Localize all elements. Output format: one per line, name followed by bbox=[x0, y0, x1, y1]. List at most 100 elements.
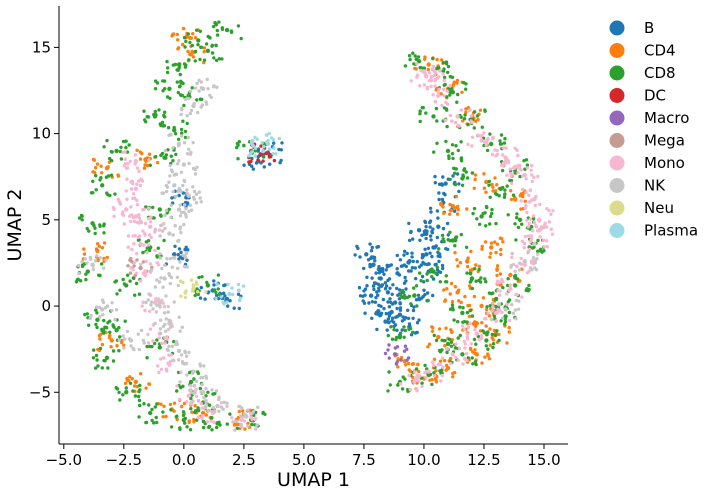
point-b bbox=[428, 219, 433, 223]
point-b bbox=[177, 247, 182, 251]
point-cd8 bbox=[114, 386, 118, 390]
point-nk bbox=[191, 185, 195, 189]
point-cd4 bbox=[465, 264, 470, 269]
point-mono bbox=[508, 167, 512, 171]
point-mono bbox=[157, 263, 161, 267]
point-cd8 bbox=[131, 276, 136, 280]
point-cd8 bbox=[441, 61, 446, 65]
point-dc bbox=[258, 152, 263, 157]
point-cd8 bbox=[117, 390, 121, 395]
point-nk bbox=[199, 376, 203, 380]
point-b bbox=[353, 253, 357, 257]
point-cd4 bbox=[472, 294, 477, 299]
point-b bbox=[363, 293, 367, 297]
point-b bbox=[436, 224, 441, 229]
point-mono bbox=[137, 216, 142, 220]
point-cd8 bbox=[148, 410, 153, 416]
point-cd4 bbox=[438, 359, 443, 363]
point-cd8 bbox=[518, 174, 522, 179]
point-cd8 bbox=[445, 95, 449, 99]
point-cd4 bbox=[521, 191, 525, 196]
point-cd8 bbox=[418, 271, 422, 275]
point-mono bbox=[551, 209, 555, 213]
point-nk bbox=[176, 348, 182, 354]
point-cd4 bbox=[484, 324, 488, 328]
point-mono bbox=[156, 364, 160, 368]
point-cd8 bbox=[402, 335, 406, 339]
legend-label: Mega bbox=[644, 132, 685, 150]
point-mono bbox=[142, 243, 146, 247]
point-cd4 bbox=[455, 212, 460, 216]
point-cd8 bbox=[485, 205, 489, 210]
point-cd4 bbox=[191, 55, 196, 59]
point-mono bbox=[166, 304, 170, 309]
point-b bbox=[390, 292, 394, 296]
point-cd8 bbox=[144, 205, 148, 209]
point-mono bbox=[509, 174, 513, 178]
point-cd8 bbox=[418, 112, 422, 116]
point-mono bbox=[522, 241, 527, 246]
point-nk bbox=[168, 281, 172, 286]
point-cd8 bbox=[200, 275, 204, 279]
point-nk bbox=[490, 308, 495, 313]
point-cd4 bbox=[487, 357, 492, 361]
point-b bbox=[372, 287, 376, 292]
point-cd8 bbox=[431, 56, 435, 61]
point-b bbox=[407, 269, 411, 273]
point-cd4 bbox=[464, 110, 468, 115]
point-cd8 bbox=[536, 238, 540, 243]
point-b bbox=[222, 291, 226, 295]
point-nk bbox=[98, 256, 103, 260]
point-cd4 bbox=[444, 326, 448, 330]
point-nk bbox=[231, 420, 235, 424]
point-cd4 bbox=[170, 34, 174, 38]
point-mono bbox=[465, 335, 469, 339]
point-mono bbox=[501, 153, 505, 157]
point-neu bbox=[194, 280, 198, 284]
point-nk bbox=[83, 257, 88, 261]
point-mono bbox=[153, 248, 157, 253]
point-mono bbox=[536, 174, 540, 179]
point-mono bbox=[459, 108, 463, 112]
point-cd8 bbox=[185, 425, 189, 429]
point-nk bbox=[162, 311, 167, 315]
point-cd8 bbox=[84, 272, 88, 276]
point-cd8 bbox=[199, 45, 204, 49]
point-b bbox=[268, 162, 272, 166]
point-cd8 bbox=[215, 425, 219, 430]
point-plasma bbox=[253, 154, 257, 158]
point-nk bbox=[193, 86, 198, 90]
point-b bbox=[437, 182, 442, 186]
point-cd8 bbox=[484, 280, 488, 284]
point-cd8 bbox=[117, 326, 121, 330]
x-tick-label: 0.0 bbox=[172, 451, 196, 469]
point-cd8 bbox=[210, 428, 214, 432]
point-b bbox=[256, 147, 261, 151]
point-cd8 bbox=[207, 425, 211, 430]
legend-label: CD8 bbox=[644, 64, 676, 82]
point-cd8 bbox=[506, 277, 510, 281]
point-mono bbox=[139, 220, 144, 225]
point-cd8 bbox=[412, 293, 417, 297]
point-b bbox=[457, 189, 461, 194]
point-b bbox=[422, 288, 426, 292]
point-mono bbox=[177, 397, 182, 401]
point-cd8 bbox=[153, 405, 157, 409]
point-mono bbox=[509, 171, 513, 176]
point-cd8 bbox=[460, 310, 465, 316]
point-cd8 bbox=[197, 275, 201, 280]
series-macro bbox=[383, 343, 411, 366]
point-cd8 bbox=[472, 337, 477, 342]
point-nk bbox=[197, 190, 201, 194]
point-mono bbox=[143, 221, 148, 226]
point-cd8 bbox=[503, 322, 507, 326]
point-cd8 bbox=[386, 389, 390, 393]
point-mono bbox=[427, 71, 432, 75]
point-mono bbox=[138, 241, 143, 247]
point-mono bbox=[146, 332, 150, 336]
point-cd4 bbox=[436, 334, 441, 340]
point-cd8 bbox=[85, 226, 89, 231]
point-cd8 bbox=[184, 63, 188, 67]
point-cd8 bbox=[456, 336, 460, 340]
point-cd8 bbox=[458, 333, 462, 338]
